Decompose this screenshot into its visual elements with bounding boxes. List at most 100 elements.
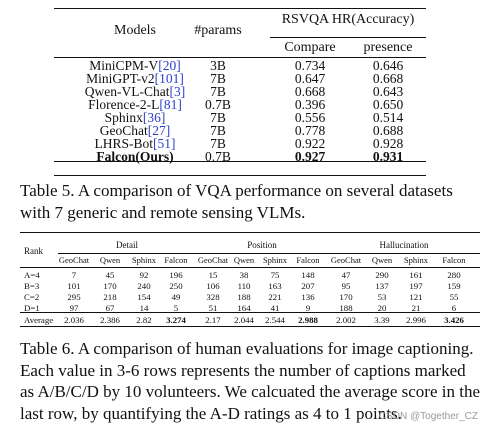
table-6-caption: Table 6. A comparison of human evaluatio… [20,339,481,423]
value-cell: 14 [139,303,149,313]
value-cell: 290 [375,270,389,280]
presence-cell: 0.668 [372,71,404,86]
value-cell: 218 [103,292,117,302]
citation-link[interactable]: [81] [159,97,182,112]
citation-link[interactable]: [101] [154,71,184,86]
rank-label: Average [24,314,54,325]
model-name: Sphinx[36] [54,110,216,126]
compare-cell: 0.556 [294,110,326,125]
group-position: Position [247,240,277,250]
model-name-text: GeoChat [99,123,148,138]
value-cell: 20 [377,303,387,313]
presence-cell: 0.646 [372,58,404,73]
rank-label: C=2 [24,292,40,302]
value-cell: 154 [137,292,151,302]
value-cell: 170 [339,292,353,302]
presence-cell: 0.650 [372,97,404,112]
value-cell: 3.39 [374,314,390,325]
value-cell: 2.036 [64,314,84,325]
presence-cell: 0.643 [372,84,404,99]
value-cell: 92 [139,270,149,280]
model-name: GeoChat[27] [54,123,216,139]
value-cell: 49 [171,292,181,302]
model-subheader: Falcon [442,255,466,265]
compare-header: Compare [284,40,336,55]
model-name-text: MiniGPT-v2 [86,71,155,86]
model-subheader: Sphinx [131,255,157,265]
model-name: Falcon(Ours) [54,149,216,165]
value-cell: 6 [451,303,457,313]
model-name-text: Sphinx [104,110,143,125]
compare-cell: 0.922 [294,136,326,151]
value-cell: 295 [67,292,81,302]
params-cell: 3B [210,58,226,73]
compare-cell: 0.396 [294,97,326,112]
watermark: CSDN @Together_CZ [378,411,478,422]
value-cell: 159 [447,281,461,291]
model-subheader: Sphinx [262,255,288,265]
params-cell: 7B [210,123,226,138]
value-cell: 221 [268,292,282,302]
value-cell: 75 [270,270,280,280]
presence-cell: 0.514 [372,110,404,125]
value-cell: 148 [301,270,315,280]
model-name: MiniGPT-v2[101] [54,71,216,87]
presence-cell: 0.928 [372,136,404,151]
value-cell: 5 [173,303,179,313]
value-cell: 2.044 [234,314,254,325]
model-name: LHRS-Bot[51] [54,136,216,152]
model-name: Qwen-VL-Chat[3] [54,84,216,100]
model-name-text: Falcon(Ours) [96,149,174,164]
value-cell: 121 [409,292,423,302]
value-cell: 110 [237,281,251,291]
value-cell: 3.274 [166,314,186,325]
value-cell: 41 [270,303,280,313]
compare-cell: 0.668 [294,84,326,99]
rank-label: D=1 [24,303,40,313]
compare-cell: 0.927 [294,149,326,164]
value-cell: 163 [268,281,282,291]
value-cell: 55 [449,292,459,302]
value-cell: 207 [301,281,315,291]
rank-label: A=4 [24,270,40,280]
value-cell: 250 [169,281,183,291]
value-cell: 161 [409,270,423,280]
value-cell: 106 [206,281,220,291]
value-cell: 2.996 [406,314,426,325]
value-cell: 2.82 [136,314,152,325]
citation-link[interactable]: [27] [147,123,171,138]
value-cell: 38 [239,270,249,280]
citation-link[interactable]: [3] [169,84,186,99]
presence-cell: 0.931 [372,149,404,164]
value-cell: 137 [375,281,389,291]
group-detail: Detail [116,240,138,250]
citation-link[interactable]: [51] [153,136,176,151]
value-cell: 328 [206,292,220,302]
presence-header: presence [363,40,413,55]
rank-label: B=3 [24,281,40,291]
value-cell: 196 [169,270,183,280]
presence-cell: 0.688 [372,123,404,138]
value-cell: 21 [411,303,421,313]
model-subheader: Falcon [296,255,320,265]
value-cell: 95 [341,281,351,291]
value-cell: 53 [377,292,387,302]
citation-link[interactable]: [20] [158,58,181,73]
params-cell: 0.7B [205,149,231,164]
model-subheader: Qwen [371,255,393,265]
rsvqa-group-header: RSVQA HR(Accuracy) [281,12,415,27]
value-cell: 2.988 [298,314,318,325]
params-header: #params [194,23,242,38]
models-header: Models [114,23,156,38]
model-subheader: GeoChat [330,255,362,265]
value-cell: 51 [208,303,218,313]
value-cell: 188 [237,292,251,302]
compare-cell: 0.647 [294,71,326,86]
model-subheader: Falcon [164,255,188,265]
model-name-text: MiniCPM-V [89,58,159,73]
model-name: Florence-2-L[81] [54,97,216,113]
model-name: MiniCPM-V[20] [54,58,216,74]
model-subheader: GeoChat [197,255,229,265]
citation-link[interactable]: [36] [142,110,166,125]
value-cell: 9 [305,303,311,313]
